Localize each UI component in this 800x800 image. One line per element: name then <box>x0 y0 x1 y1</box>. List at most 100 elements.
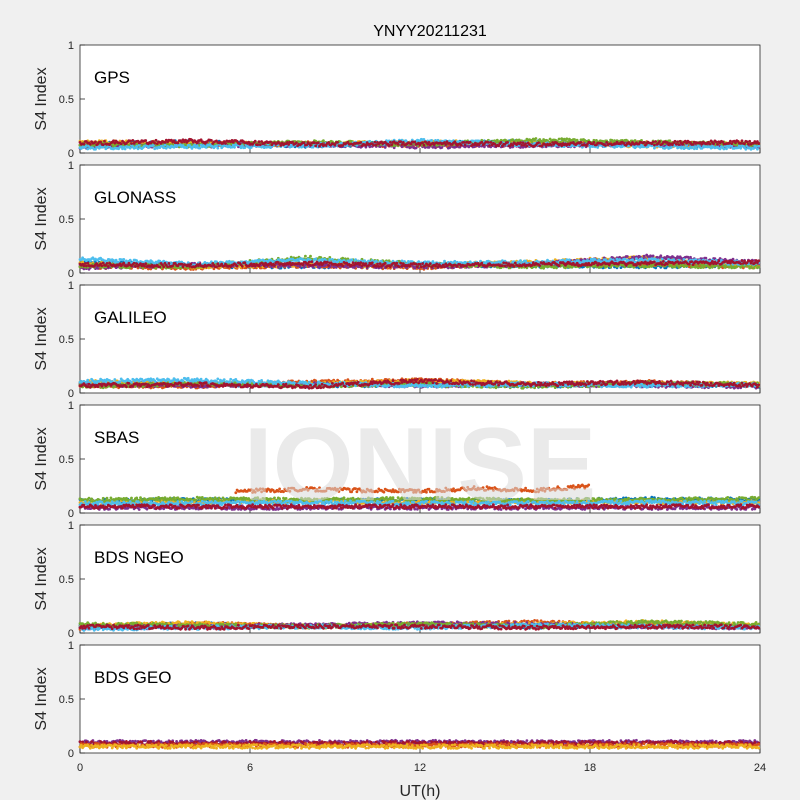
data-point <box>471 139 475 143</box>
data-point <box>651 140 655 144</box>
data-point <box>488 144 491 147</box>
data-point <box>677 143 681 146</box>
data-point <box>422 143 426 147</box>
data-point <box>88 142 92 146</box>
data-point <box>413 140 417 144</box>
data-point <box>739 141 743 145</box>
data-point <box>368 139 372 143</box>
data-point <box>613 146 616 149</box>
data-point <box>97 146 101 150</box>
data-point <box>238 142 242 146</box>
data-point <box>287 143 290 146</box>
data-point <box>722 147 726 151</box>
data-point <box>154 138 158 142</box>
data-point <box>421 141 424 145</box>
data-point <box>676 140 679 144</box>
y-axis-label: S4 Index <box>33 67 50 130</box>
data-point <box>653 143 656 147</box>
data-point <box>681 143 685 146</box>
data-point <box>534 137 538 140</box>
data-point <box>373 140 377 144</box>
data-point <box>695 147 699 151</box>
data-point <box>673 139 677 143</box>
data-point <box>136 147 140 151</box>
data-point <box>752 147 755 150</box>
data-point <box>364 143 368 147</box>
data-point <box>94 140 97 144</box>
data-point <box>486 141 490 144</box>
data-point <box>85 144 88 148</box>
data-point <box>422 138 426 141</box>
data-point <box>658 140 661 144</box>
data-point <box>525 144 529 148</box>
data-point <box>725 147 728 151</box>
data-point <box>316 141 320 145</box>
data-point <box>579 141 583 144</box>
data-point <box>249 146 253 149</box>
data-point <box>674 142 678 146</box>
data-point <box>604 144 607 147</box>
y-tick-label: 0.5 <box>59 94 74 106</box>
data-point <box>372 143 375 147</box>
y-tick-label: 0.5 <box>59 214 74 226</box>
data-point <box>743 142 746 146</box>
data-point <box>744 147 748 151</box>
data-point <box>642 141 646 144</box>
y-tick-label: 1 <box>68 40 74 52</box>
data-point <box>468 140 472 144</box>
y-tick-label: 0 <box>68 268 74 280</box>
data-point <box>185 146 189 150</box>
data-point <box>256 143 260 147</box>
data-point <box>592 141 596 144</box>
data-point <box>253 139 257 143</box>
data-point <box>716 143 719 146</box>
data-point <box>557 137 561 141</box>
data-point <box>700 146 704 150</box>
data-point <box>135 144 139 148</box>
data-point <box>448 146 451 150</box>
data-point <box>654 140 658 143</box>
data-point <box>295 141 298 145</box>
data-point <box>519 141 522 145</box>
data-point <box>176 141 180 145</box>
data-point <box>691 143 695 146</box>
data-point <box>198 146 202 150</box>
data-point <box>123 147 127 151</box>
data-point <box>708 142 712 146</box>
data-point <box>748 139 752 143</box>
data-point <box>322 139 325 143</box>
data-point <box>269 140 272 144</box>
data-point <box>444 143 448 146</box>
data-point <box>499 141 503 144</box>
data-point <box>714 140 718 144</box>
data-point <box>314 144 318 148</box>
data-point <box>265 145 269 149</box>
data-point <box>738 144 741 148</box>
data-point <box>374 143 378 147</box>
data-point <box>430 139 433 142</box>
data-point <box>683 146 687 150</box>
data-point <box>163 143 167 147</box>
data-point <box>668 139 672 143</box>
data-point <box>480 140 484 144</box>
data-point <box>359 141 363 144</box>
data-point <box>119 142 123 146</box>
data-point <box>565 137 569 141</box>
data-point <box>757 144 761 148</box>
data-point <box>389 140 392 144</box>
data-point <box>530 140 534 144</box>
data-point <box>756 147 759 151</box>
data-point <box>463 143 467 147</box>
data-point <box>462 140 466 144</box>
data-point <box>387 143 391 147</box>
data-point <box>131 139 135 142</box>
data-point <box>747 142 750 146</box>
data-point <box>740 139 744 143</box>
data-point <box>511 138 515 142</box>
data-point <box>128 146 132 150</box>
y-tick-label: 1 <box>68 160 74 172</box>
